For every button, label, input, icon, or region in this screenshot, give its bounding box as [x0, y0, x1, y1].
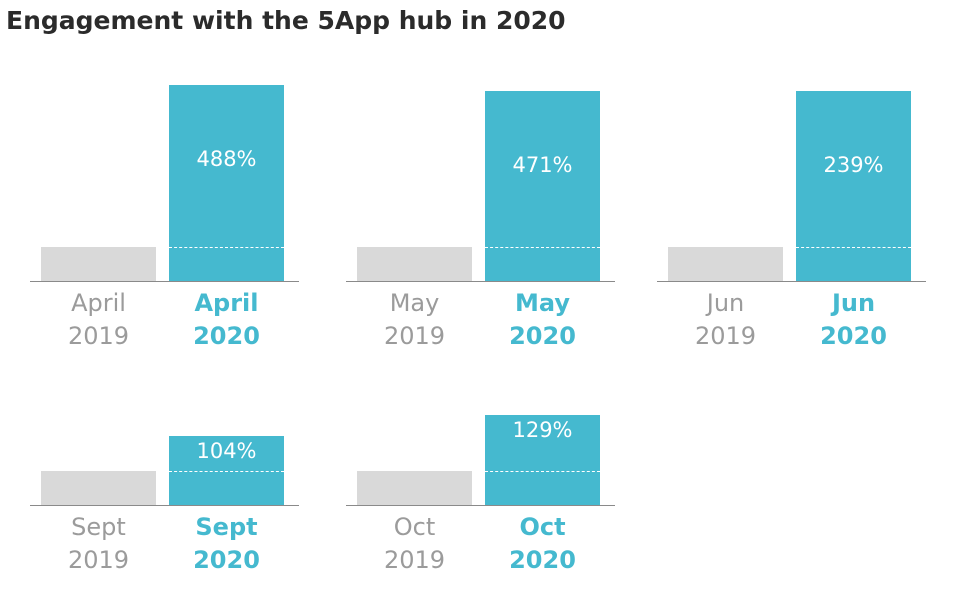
- month-label: Jun: [706, 289, 745, 317]
- reference-line: [485, 471, 600, 472]
- year-label: 2020: [509, 546, 576, 574]
- axis-baseline: [657, 281, 926, 282]
- category-label-2019: Sept 2019: [41, 511, 156, 577]
- reference-line: [169, 247, 284, 248]
- year-label: 2020: [509, 322, 576, 350]
- year-label: 2020: [193, 546, 260, 574]
- category-label-2020: May 2020: [485, 287, 600, 353]
- year-label: 2019: [67, 546, 130, 574]
- month-label: Sept: [71, 513, 126, 541]
- category-label-2019: May 2019: [357, 287, 472, 353]
- year-label: 2020: [193, 322, 260, 350]
- month-label: April: [194, 289, 259, 317]
- bar-2019: [357, 471, 472, 505]
- axis-baseline: [30, 281, 299, 282]
- bar-2020: [169, 436, 284, 505]
- month-label: Sept: [195, 513, 258, 541]
- month-label: May: [515, 289, 570, 317]
- reference-line: [796, 247, 911, 248]
- bar-2019: [41, 247, 156, 281]
- category-label-2020: Oct 2020: [485, 511, 600, 577]
- bar-2020: [796, 91, 911, 281]
- bar-2019: [668, 247, 783, 281]
- category-label-2020: Sept 2020: [169, 511, 284, 577]
- category-label-2019: Oct 2019: [357, 511, 472, 577]
- bar-2020: [169, 85, 284, 281]
- month-label: Jun: [831, 289, 876, 317]
- year-label: 2019: [67, 322, 130, 350]
- year-label: 2019: [694, 322, 757, 350]
- bar-2019: [41, 471, 156, 505]
- year-label: 2020: [820, 322, 887, 350]
- category-label-2020: Jun 2020: [796, 287, 911, 353]
- page-title: Engagement with the 5App hub in 2020: [6, 6, 566, 35]
- category-label-2019: Jun 2019: [668, 287, 783, 353]
- axis-baseline: [30, 505, 299, 506]
- year-label: 2019: [383, 546, 446, 574]
- axis-baseline: [346, 505, 615, 506]
- reference-line: [485, 247, 600, 248]
- percent-label: 129%: [512, 418, 573, 443]
- axis-baseline: [346, 281, 615, 282]
- month-label: April: [71, 289, 126, 317]
- month-label: Oct: [393, 513, 436, 541]
- category-label-2019: April 2019: [41, 287, 156, 353]
- month-label: May: [389, 289, 440, 317]
- category-label-2020: April 2020: [169, 287, 284, 353]
- bar-2020: [485, 91, 600, 281]
- reference-line: [169, 471, 284, 472]
- bar-2019: [357, 247, 472, 281]
- percent-label: 471%: [512, 153, 573, 177]
- percent-label: 488%: [196, 147, 257, 171]
- bar-2020: [485, 415, 600, 505]
- percent-label: 239%: [823, 153, 884, 177]
- month-label: Oct: [519, 513, 566, 541]
- percent-label: 104%: [196, 439, 257, 464]
- year-label: 2019: [383, 322, 446, 350]
